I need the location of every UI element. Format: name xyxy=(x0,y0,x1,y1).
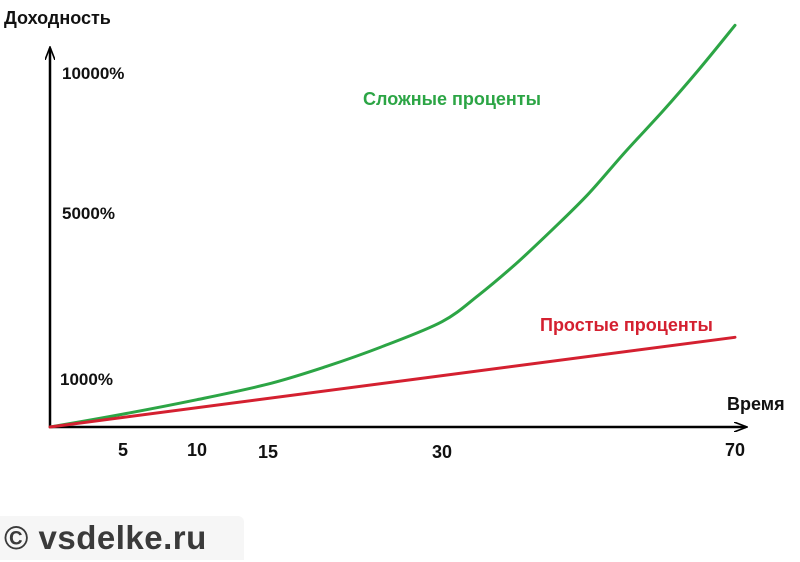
x-axis-title: Время xyxy=(727,394,785,414)
x-tick-label: 15 xyxy=(258,442,278,462)
y-tick-label: 10000% xyxy=(62,64,124,83)
series-layer xyxy=(48,23,737,429)
watermark-text: © vsdelke.ru xyxy=(4,519,207,556)
x-tick-label: 30 xyxy=(432,442,452,462)
y-tick-labels: 10000% 5000% 1000% xyxy=(60,64,124,389)
watermark: © vsdelke.ru xyxy=(0,516,244,560)
x-tick-label: 10 xyxy=(187,440,207,460)
series-label-simple: Простые проценты xyxy=(540,315,713,335)
series-label-compound: Сложные проценты xyxy=(363,89,541,109)
y-axis-title: Доходность xyxy=(4,8,111,28)
y-tick-label: 5000% xyxy=(62,204,115,223)
y-tick-label: 1000% xyxy=(60,370,113,389)
series-line-simple xyxy=(48,335,737,429)
x-tick-labels: 5 10 15 30 70 xyxy=(118,440,745,462)
x-tick-label: 70 xyxy=(725,440,745,460)
x-tick-label: 5 xyxy=(118,440,128,460)
series-line-compound xyxy=(48,23,737,429)
